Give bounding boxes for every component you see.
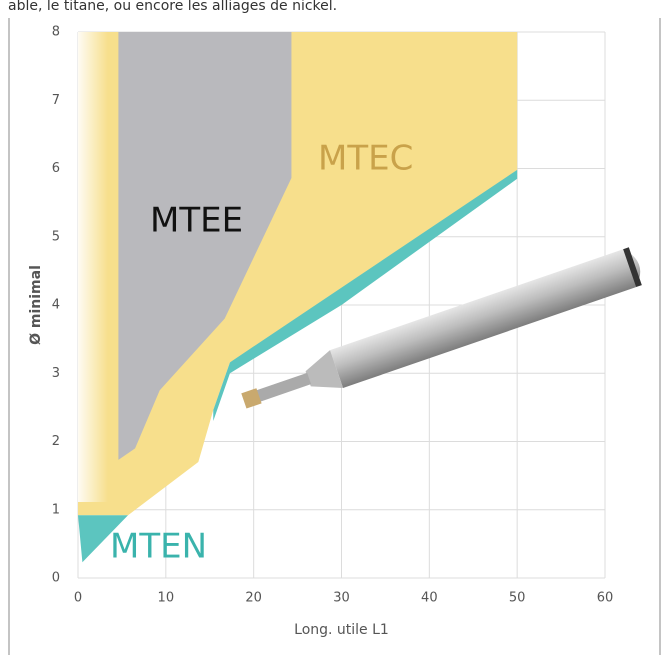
area-region: [78, 169, 518, 563]
x-tick-label: 20: [245, 591, 262, 606]
x-tick-label: 10: [158, 591, 175, 606]
y-axis-label: Ø minimal: [28, 265, 44, 345]
tool-neck: [305, 350, 344, 388]
fade: [78, 32, 108, 502]
tool-shank: [244, 372, 312, 406]
caption: able, le titane, ou encore les alliages …: [8, 0, 337, 14]
tool-tip: [623, 247, 642, 288]
x-tick-label: 50: [509, 591, 526, 606]
x-tick-label: 40: [421, 591, 438, 606]
y-tick-label: 1: [52, 502, 60, 517]
x-axis-label: Long. utile L1: [294, 622, 389, 638]
y-tick-label: 3: [52, 366, 60, 381]
area-region: [118, 32, 292, 460]
x-tick-label: 0: [74, 591, 82, 606]
x-tick-label: 60: [597, 591, 614, 606]
y-tick-label: 7: [52, 93, 60, 108]
y-tick-label: 6: [52, 161, 60, 176]
region-label: MTEN: [110, 527, 207, 567]
region-label: MTEE: [150, 201, 243, 241]
y-tick-label: 2: [52, 434, 60, 449]
x-tick-label: 30: [333, 591, 350, 606]
tool-insert: [241, 388, 262, 409]
y-tick-label: 8: [52, 25, 60, 40]
y-tick-label: 4: [52, 298, 60, 313]
tool-body: [330, 249, 641, 388]
y-tick-label: 5: [52, 229, 60, 244]
region-label: MTEC: [318, 139, 413, 179]
y-tick-label: 0: [52, 571, 60, 586]
tool-illustration: [241, 247, 642, 409]
